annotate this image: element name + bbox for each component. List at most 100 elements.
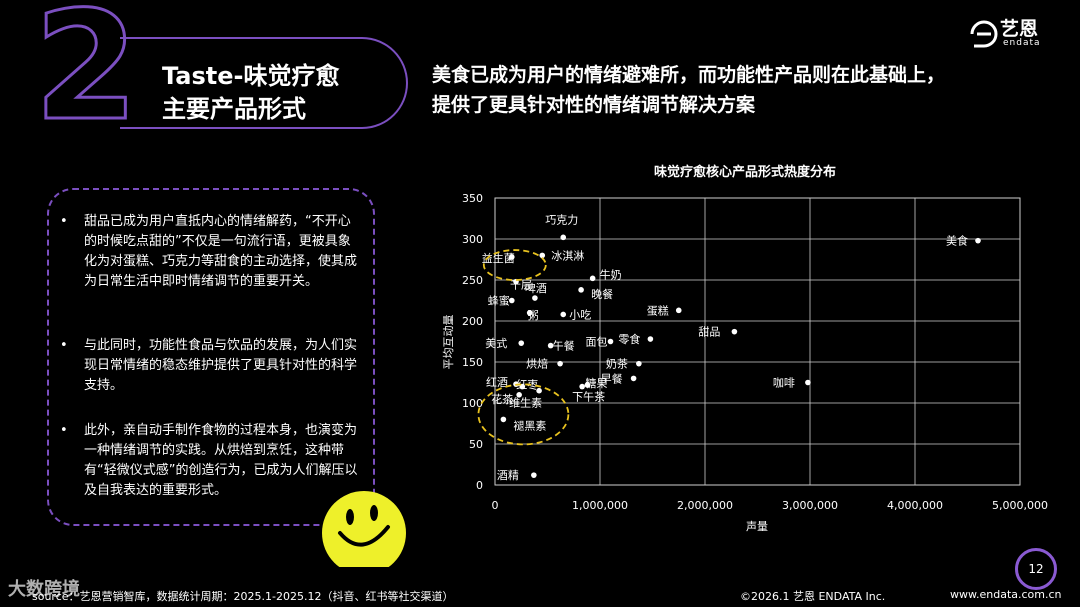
x-tick-label: 5,000,000 bbox=[992, 499, 1048, 512]
bullet-item: • 与此同时，功能性食品与饮品的发展，为人们实现日常情绪的稳态维护提供了更具针对… bbox=[60, 336, 360, 396]
data-point-label: 奶茶 bbox=[606, 357, 628, 371]
x-axis-label: 声量 bbox=[746, 519, 768, 533]
scatter-chart: 味觉疗愈核心产品形式热度分布 0 1,000,000 2,000,000 3,000,… bbox=[442, 164, 1048, 533]
source-note: source：艺恩营销智库，数据统计周期：2025.1-2025.12（抖音、红… bbox=[32, 590, 454, 603]
data-point bbox=[509, 254, 515, 260]
data-point-label: 蛋糕 bbox=[647, 303, 669, 317]
y-tick-label: 300 bbox=[462, 233, 483, 246]
data-point-label: 美食 bbox=[946, 234, 968, 248]
data-point bbox=[509, 297, 515, 304]
data-point-label: 酒精 bbox=[497, 469, 519, 482]
data-point-label: 千层 bbox=[510, 279, 532, 292]
bullets-frame bbox=[47, 188, 375, 526]
chart-grid bbox=[494, 197, 1021, 486]
bullet-text: 此外，亲自动手制作食物的过程本身，也演变为一种情绪调节的实践。从烘焙到烹饪，这种… bbox=[84, 423, 358, 498]
highlight-ring bbox=[477, 383, 570, 446]
data-point-label: 晚餐 bbox=[591, 287, 613, 301]
data-point bbox=[579, 383, 585, 390]
logo-name-en: endata bbox=[1003, 38, 1041, 48]
y-tick-label: 250 bbox=[462, 274, 483, 287]
endata-logo-icon bbox=[970, 20, 998, 48]
data-point-label: 小吃 bbox=[569, 308, 591, 321]
x-tick-label: 3,000,000 bbox=[782, 499, 838, 512]
data-point bbox=[536, 387, 542, 394]
y-tick-label: 50 bbox=[469, 438, 483, 451]
data-point bbox=[805, 379, 811, 386]
chart-title: 味觉疗愈核心产品形式热度分布 bbox=[654, 164, 836, 180]
data-point bbox=[560, 234, 567, 241]
data-point-label: 啤酒 bbox=[525, 281, 547, 295]
data-point bbox=[607, 338, 614, 345]
y-tick-label: 350 bbox=[462, 192, 483, 205]
data-point-label: 花茶 bbox=[491, 393, 513, 406]
y-tick-label: 150 bbox=[462, 356, 483, 369]
data-point-label: 咖啡 bbox=[773, 376, 795, 390]
bullet-text: 甜品已成为用户直抵内心的情绪解药，“不开心的时候吃点甜的”不仅是一句流行语，更被… bbox=[84, 214, 358, 289]
bullet-item: • 甜品已成为用户直抵内心的情绪解药，“不开心的时候吃点甜的”不仅是一句流行语，… bbox=[60, 212, 360, 292]
data-point bbox=[539, 252, 546, 259]
watermark: 大数跨境 bbox=[8, 579, 80, 600]
data-point-label: 面包 bbox=[586, 336, 608, 349]
section-title: Taste-味觉疗愈 主要产品形式 bbox=[162, 60, 339, 126]
data-point-label: 益生菌 bbox=[482, 251, 515, 265]
page-number: 12 bbox=[1015, 548, 1057, 590]
bullet-marker: • bbox=[60, 423, 68, 438]
data-point bbox=[630, 375, 637, 382]
data-point bbox=[531, 472, 537, 478]
data-point-label: 糖果 bbox=[585, 376, 607, 390]
headline-line1: 美食已成为用户的情绪避难所，而功能性产品则在此基础上， bbox=[432, 64, 946, 86]
data-point bbox=[636, 360, 642, 367]
logo-name-cn: 艺恩 bbox=[1000, 18, 1039, 40]
data-point-label: 午餐 bbox=[553, 339, 575, 353]
y-tick-label: 200 bbox=[462, 315, 483, 328]
section-title-line1: Taste-味觉疗愈 bbox=[162, 62, 340, 90]
copyright: ©2026.1 艺恩 ENDATA Inc. bbox=[740, 590, 886, 603]
data-point-label: 红酒 bbox=[486, 376, 508, 389]
bullet-marker: • bbox=[60, 214, 68, 229]
data-point-label: 冰淇淋 bbox=[551, 249, 584, 262]
data-point bbox=[589, 275, 596, 282]
smiley-icon bbox=[322, 491, 406, 567]
data-point-label: 褪黑素 bbox=[513, 418, 546, 432]
data-point bbox=[584, 382, 591, 388]
data-point-label: 巧克力 bbox=[545, 213, 578, 226]
bullet-marker: • bbox=[60, 338, 68, 353]
data-point bbox=[578, 287, 584, 293]
data-point bbox=[975, 237, 981, 244]
y-axis-label: 平均互动量 bbox=[442, 315, 455, 370]
data-point-label: 零食 bbox=[618, 332, 640, 346]
data-point bbox=[516, 392, 522, 398]
headline-line2: 提供了更具针对性的情绪调节解决方案 bbox=[432, 94, 756, 116]
y-tick-label: 100 bbox=[462, 397, 483, 410]
data-point-label: 美式 bbox=[485, 337, 507, 350]
data-point bbox=[500, 416, 507, 423]
data-point bbox=[526, 310, 533, 316]
data-point-label: 蜂蜜 bbox=[488, 294, 510, 308]
data-point-label: 早餐 bbox=[601, 371, 623, 385]
data-point bbox=[731, 328, 738, 335]
x-tick-label: 1,000,000 bbox=[572, 499, 628, 512]
y-tick-label: 0 bbox=[476, 479, 483, 492]
website: www.endata.com.cn bbox=[950, 588, 1062, 601]
chart-ticks: 0 1,000,000 2,000,000 3,000,000 4,000,000 5,0… bbox=[462, 192, 1048, 512]
x-tick-label: 2,000,000 bbox=[677, 499, 733, 512]
data-point-label: 维生素 bbox=[509, 396, 542, 410]
highlight-ring bbox=[482, 249, 547, 281]
data-point bbox=[532, 295, 538, 301]
headline: 美食已成为用户的情绪避难所，而功能性产品则在此基础上， 提供了更具针对性的情绪调… bbox=[432, 60, 945, 120]
data-point bbox=[675, 307, 682, 314]
data-point bbox=[557, 360, 563, 367]
data-point-label: 牛奶 bbox=[600, 267, 622, 281]
data-point-label: 粥 bbox=[528, 309, 539, 322]
data-point bbox=[647, 336, 654, 342]
bullet-item: • 此外，亲自动手制作食物的过程本身，也演变为一种情绪调节的实践。从烘焙到烹饪，… bbox=[60, 421, 360, 501]
data-point bbox=[560, 311, 567, 318]
data-point bbox=[547, 342, 554, 349]
bullet-text: 与此同时，功能性食品与饮品的发展，为人们实现日常情绪的稳态维护提供了更具针对性的… bbox=[84, 338, 358, 393]
data-point-label: 甜品 bbox=[698, 326, 720, 339]
data-point bbox=[518, 340, 525, 346]
section-title-line2: 主要产品形式 bbox=[162, 95, 306, 123]
x-tick-label: 4,000,000 bbox=[887, 499, 943, 512]
x-tick-label: 0 bbox=[492, 499, 499, 512]
